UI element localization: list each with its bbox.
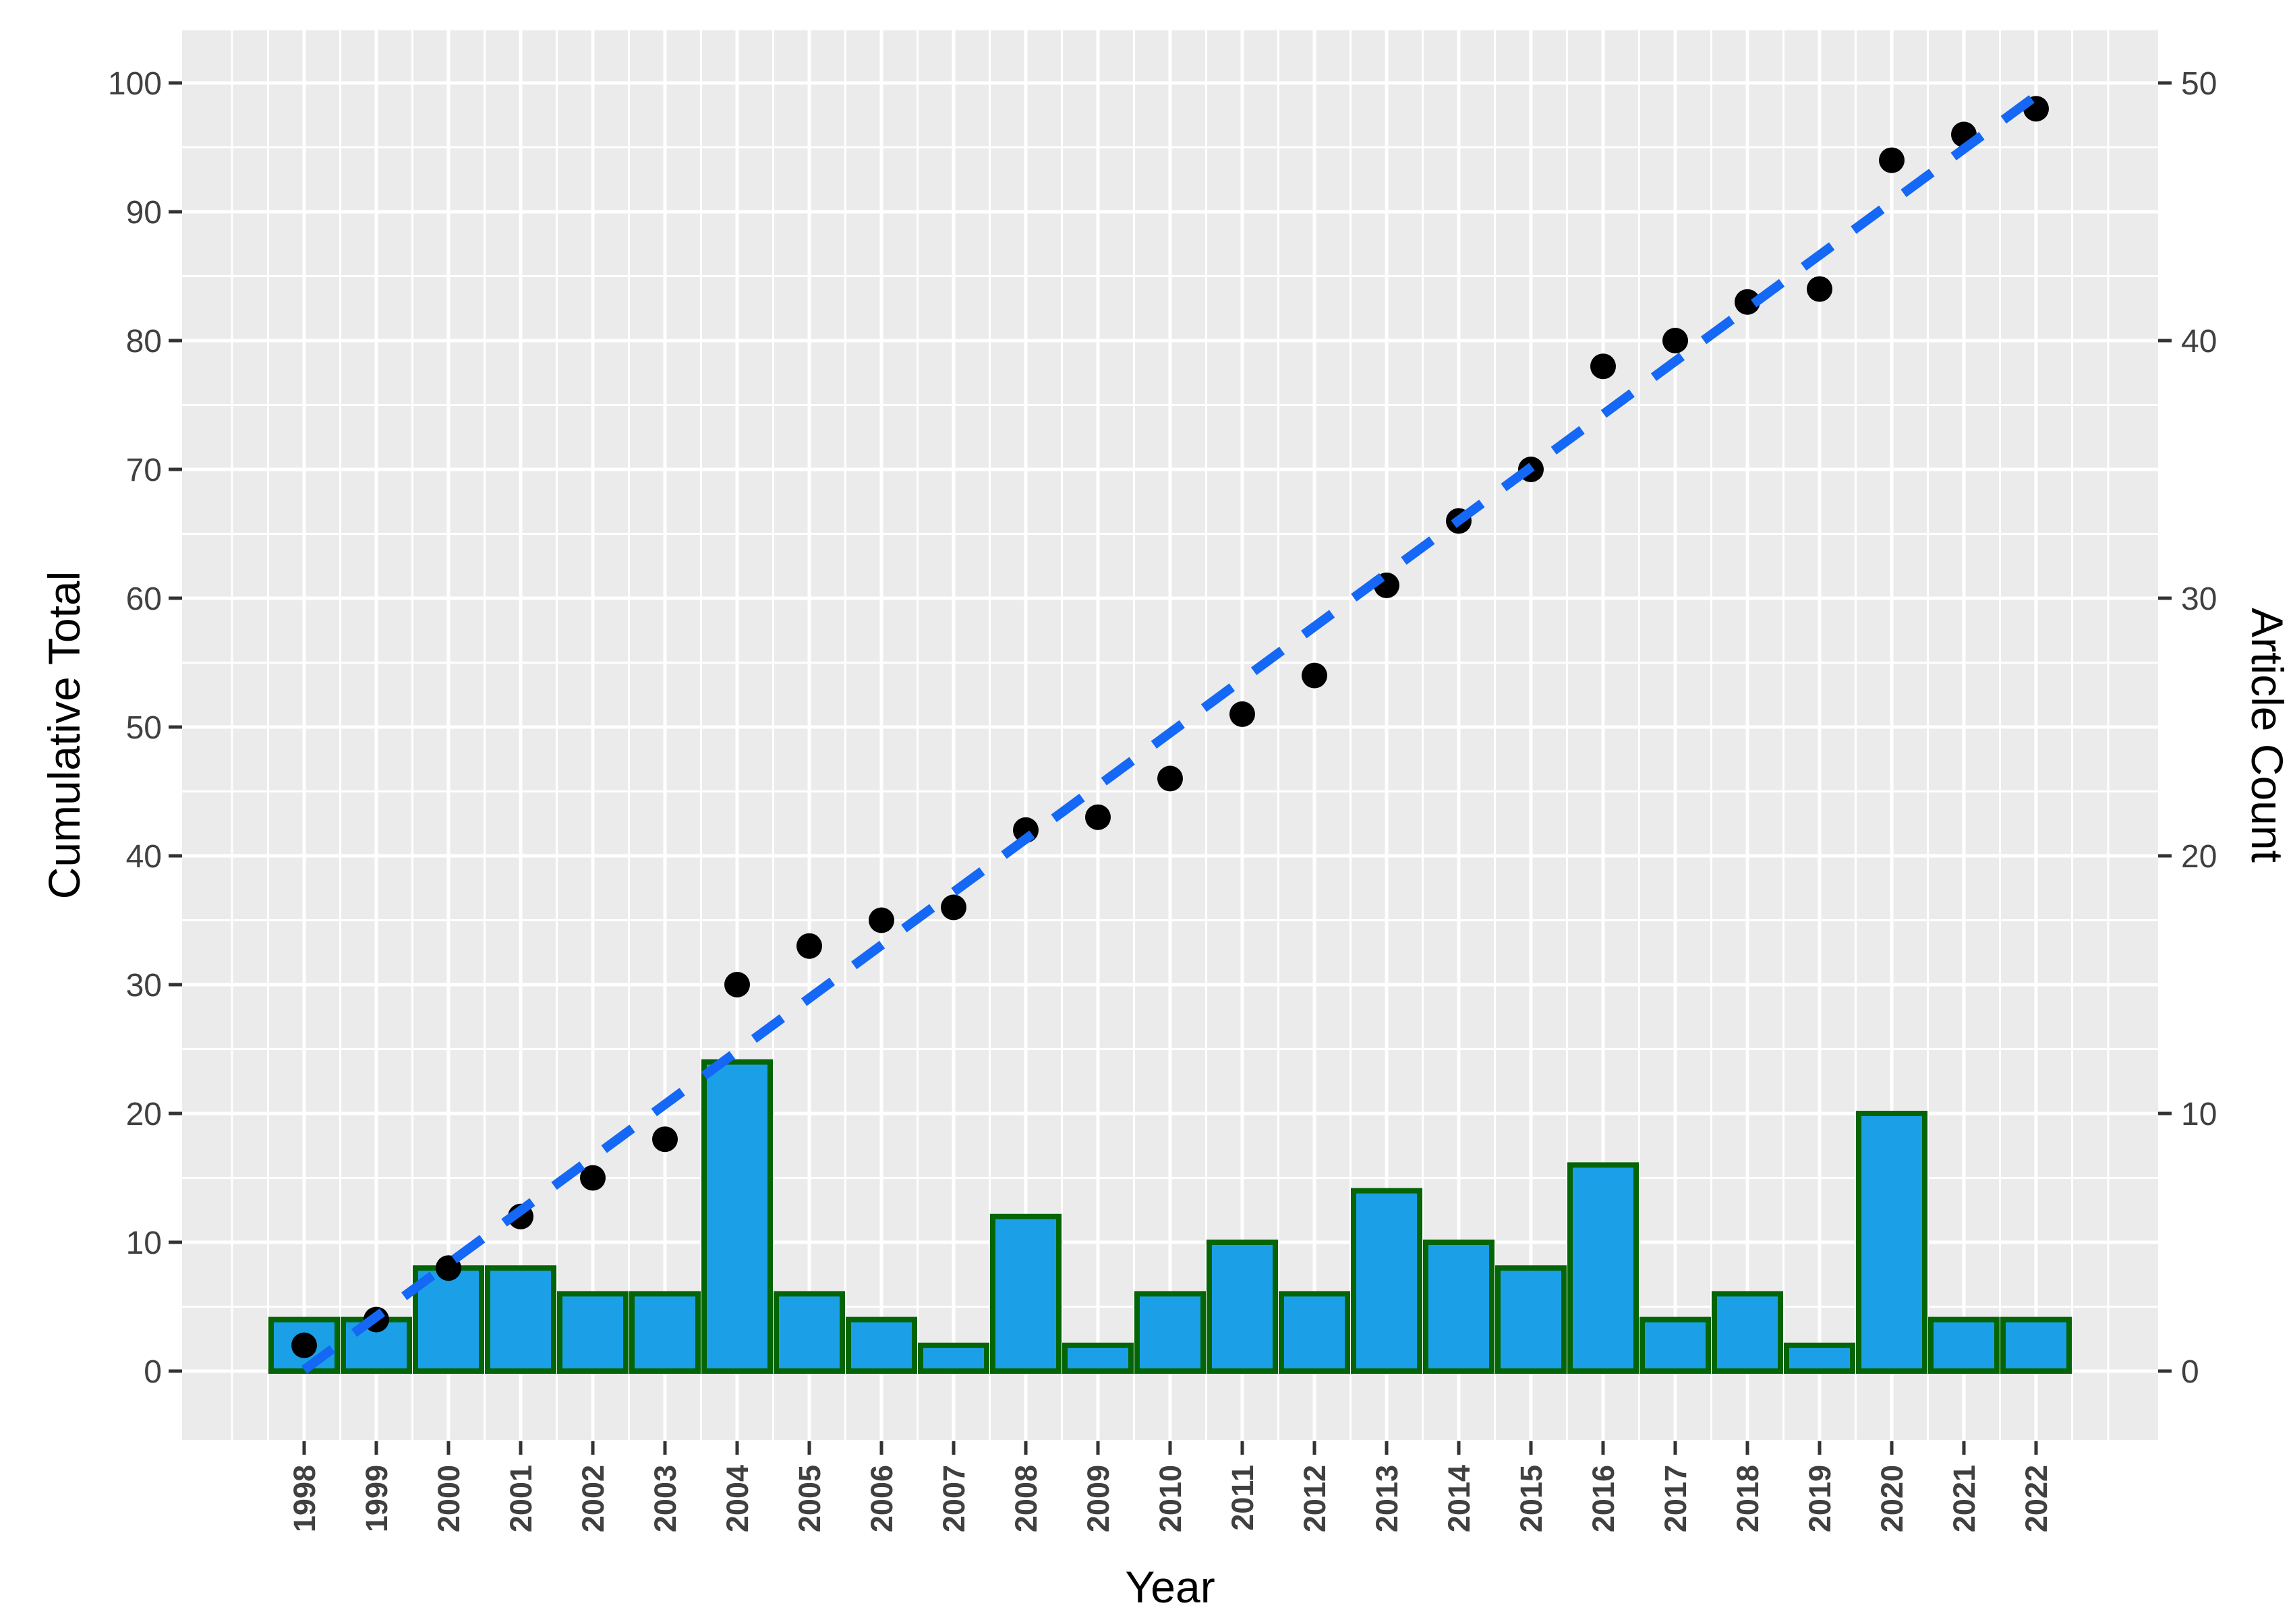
x-tick-label: 2013 (1370, 1465, 1404, 1532)
bar-2017 (1639, 1316, 1711, 1374)
y-left-tick-label: 80 (126, 324, 162, 359)
x-tick-label: 2005 (792, 1465, 827, 1532)
cumulative-dot-2004 (724, 972, 750, 997)
cumulative-dot-2011 (1229, 701, 1255, 727)
x-tick-label: 2002 (576, 1465, 610, 1532)
cumulative-dot-2003 (652, 1126, 678, 1153)
cumulative-dot-2016 (1590, 353, 1616, 380)
bar-2018 (1712, 1291, 1783, 1374)
cumulative-dot-2020 (1879, 147, 1905, 173)
x-tick-label: 2008 (1009, 1465, 1043, 1532)
regression-dashed-line (301, 92, 2039, 1374)
bar-2021 (1928, 1316, 2000, 1374)
y-left-tick-label: 0 (144, 1354, 162, 1390)
cumulative-dot-2017 (1662, 328, 1688, 353)
y-left-tick-label: 60 (126, 581, 162, 617)
cumulative-dot-2018 (1735, 289, 1760, 315)
x-tick-label: 2009 (1081, 1465, 1115, 1532)
x-tick-label: 2016 (1586, 1465, 1621, 1532)
bar-2002 (557, 1291, 629, 1374)
cumulative-dot-1998 (291, 1332, 317, 1358)
y-right-tick-label: 20 (2181, 839, 2217, 875)
x-axis-title: Year (1125, 1562, 1215, 1612)
gridlines-major (182, 30, 2158, 1440)
y-left-tick-label: 70 (126, 453, 162, 488)
axis-tick-labels: 0 10 20 30 40 50 60 70 80 90 100 0 10 20 30 40 50 1998 199… (108, 66, 2217, 1532)
bar-2001 (485, 1265, 556, 1374)
x-tick-label: 2019 (1803, 1465, 1837, 1532)
x-tick-label: 2022 (2019, 1465, 2054, 1532)
y-left-tick-label: 10 (126, 1225, 162, 1261)
cumulative-dot-2007 (941, 894, 966, 921)
bar-2015 (1495, 1265, 1567, 1374)
y-right-tick-label: 0 (2181, 1354, 2199, 1390)
bar-2014 (1423, 1240, 1494, 1374)
cumulative-dot-2010 (1157, 765, 1183, 792)
cumulative-dot-2019 (1807, 276, 1832, 302)
x-tick-label: 1998 (287, 1465, 322, 1532)
x-tick-label: 2012 (1298, 1465, 1332, 1532)
bar-2013 (1351, 1188, 1422, 1374)
y-right-tick-label: 40 (2181, 324, 2217, 359)
x-tick-label: 2015 (1514, 1465, 1548, 1532)
cumulative-dot-2005 (796, 933, 822, 959)
x-tick-label: 2001 (504, 1465, 538, 1532)
x-tick-label: 2003 (648, 1465, 683, 1532)
cumulative-dot-2009 (1085, 804, 1111, 830)
x-tick-label: 2000 (432, 1465, 466, 1532)
cumulative-dot-2006 (869, 907, 894, 933)
bar-series (268, 1059, 2072, 1374)
bar-2006 (846, 1316, 917, 1374)
y-left-tick-label: 100 (108, 66, 162, 102)
x-tick-label: 2020 (1875, 1465, 1909, 1532)
cumulative-dot-2002 (580, 1165, 606, 1191)
bar-2019 (1784, 1342, 1855, 1374)
bar-2008 (990, 1213, 1062, 1374)
axis-ticks (169, 81, 2172, 1455)
y-left-tick-label: 40 (126, 839, 162, 875)
x-tick-label: 2006 (865, 1465, 899, 1532)
bar-2022 (2000, 1316, 2072, 1374)
y-left-tick-label: 20 (126, 1097, 162, 1132)
bar-2010 (1134, 1291, 1206, 1374)
bar-2007 (918, 1342, 989, 1374)
y-axis-title-left: Cumulative Total (39, 571, 89, 900)
cumulative-dot-2000 (436, 1255, 461, 1281)
y-axis-title-right: Article Count (2242, 608, 2292, 863)
x-tick-label: 2007 (937, 1465, 971, 1532)
x-tick-label: 2004 (720, 1465, 755, 1532)
bar-2012 (1279, 1291, 1350, 1374)
bar-2016 (1567, 1162, 1639, 1374)
y-left-tick-label: 50 (126, 710, 162, 746)
bar-2011 (1207, 1240, 1278, 1374)
x-tick-label: 2010 (1153, 1465, 1188, 1532)
y-left-tick-label: 30 (126, 968, 162, 1004)
bar-2009 (1062, 1342, 1134, 1374)
x-tick-label: 2017 (1658, 1465, 1693, 1532)
y-left-tick-label: 90 (126, 195, 162, 231)
bar-2020 (1856, 1111, 1927, 1374)
bar-2003 (629, 1291, 701, 1374)
y-right-tick-label: 50 (2181, 66, 2217, 102)
x-tick-label: 1999 (359, 1465, 394, 1532)
trend-line (301, 92, 2039, 1374)
bar-2004 (701, 1059, 773, 1374)
y-right-tick-label: 30 (2181, 581, 2217, 617)
x-tick-label: 2014 (1442, 1465, 1476, 1532)
x-tick-label: 2018 (1731, 1465, 1765, 1532)
y-right-tick-label: 10 (2181, 1097, 2217, 1132)
x-tick-label: 2011 (1225, 1465, 1260, 1531)
cumulative-dot-2012 (1302, 662, 1327, 689)
bar-2005 (774, 1291, 845, 1374)
x-tick-label: 2021 (1947, 1465, 1981, 1532)
